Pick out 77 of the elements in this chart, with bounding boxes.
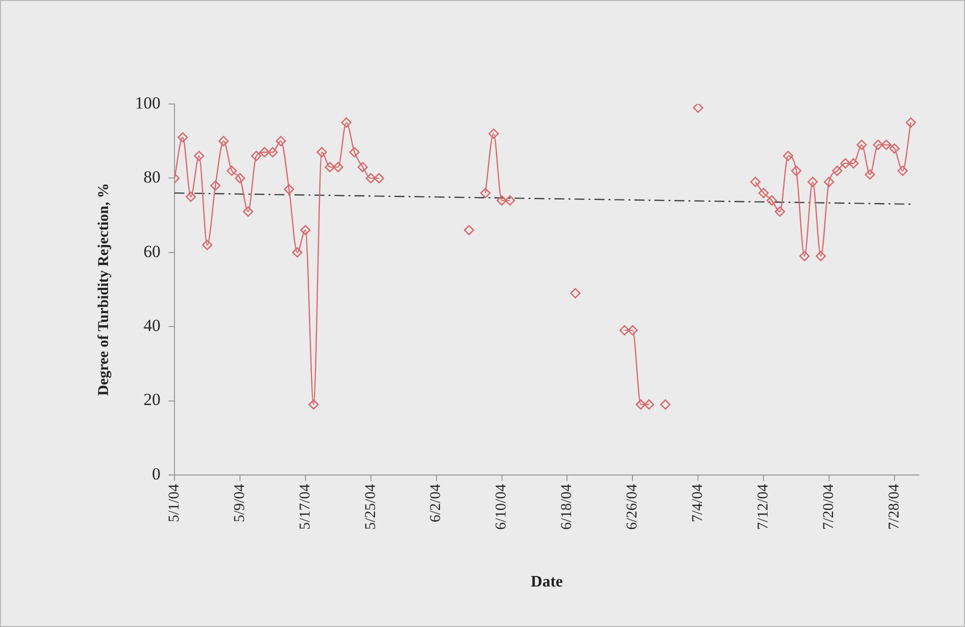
x-tick-label: 7/28/04 bbox=[886, 483, 902, 530]
x-tick-label: 7/4/04 bbox=[690, 483, 706, 522]
point bbox=[496, 195, 507, 206]
y-axis-title: Degree of Turbidity Rejection, % bbox=[96, 183, 112, 396]
point bbox=[816, 250, 826, 262]
point bbox=[758, 188, 769, 198]
y-tick-label: 60 bbox=[144, 242, 160, 261]
point bbox=[234, 173, 246, 184]
x-tick-label: 6/10/04 bbox=[494, 483, 510, 530]
point bbox=[864, 169, 876, 180]
point bbox=[897, 166, 908, 176]
x-tick-label: 6/26/04 bbox=[624, 483, 641, 530]
point bbox=[692, 104, 704, 113]
point bbox=[284, 184, 294, 194]
x-axis-title: Date bbox=[530, 574, 563, 591]
point bbox=[178, 132, 188, 143]
point bbox=[824, 176, 834, 188]
point bbox=[316, 147, 327, 158]
y-tick-label: 0 bbox=[152, 464, 160, 484]
x-tick-label: 5/1/04 bbox=[166, 483, 182, 522]
point bbox=[889, 143, 900, 154]
y-tick-label: 80 bbox=[144, 168, 160, 187]
point bbox=[464, 224, 474, 236]
x-tick-label: 5/9/04 bbox=[232, 483, 248, 522]
point bbox=[194, 150, 204, 162]
point bbox=[504, 195, 516, 206]
point bbox=[332, 162, 344, 172]
point bbox=[832, 166, 842, 176]
point bbox=[799, 250, 810, 262]
point bbox=[644, 399, 654, 410]
point bbox=[856, 140, 867, 150]
point bbox=[259, 147, 270, 158]
point bbox=[300, 224, 311, 236]
y-tick-label: 100 bbox=[135, 93, 160, 112]
point bbox=[374, 173, 384, 184]
point bbox=[570, 288, 581, 298]
point bbox=[782, 150, 794, 162]
point bbox=[366, 173, 376, 184]
point bbox=[750, 176, 761, 188]
point bbox=[292, 247, 302, 258]
point bbox=[186, 192, 196, 202]
point bbox=[210, 180, 221, 191]
point bbox=[276, 136, 286, 146]
point bbox=[308, 399, 319, 410]
point bbox=[349, 147, 360, 158]
point bbox=[268, 147, 278, 158]
point bbox=[488, 128, 499, 139]
point bbox=[791, 166, 802, 176]
point bbox=[251, 150, 262, 162]
point bbox=[660, 399, 671, 410]
point bbox=[628, 325, 638, 336]
x-tick-label: 5/17/04 bbox=[297, 483, 314, 530]
point bbox=[226, 166, 237, 176]
point bbox=[636, 399, 646, 410]
point bbox=[202, 240, 212, 250]
x-tick-label: 7/12/04 bbox=[755, 483, 772, 530]
y-tick-label: 40 bbox=[144, 316, 160, 336]
point bbox=[480, 188, 491, 198]
point bbox=[774, 206, 786, 217]
point bbox=[807, 176, 818, 188]
x-tick-label: 7/20/04 bbox=[820, 483, 837, 530]
point bbox=[872, 140, 884, 150]
point bbox=[341, 117, 352, 128]
point bbox=[881, 140, 892, 150]
x-tick-label: 6/2/04 bbox=[428, 483, 444, 522]
point bbox=[619, 325, 630, 336]
point bbox=[218, 136, 229, 146]
point bbox=[324, 162, 336, 172]
x-tick-label: 6/18/04 bbox=[559, 483, 576, 530]
point bbox=[766, 195, 777, 206]
point bbox=[242, 206, 254, 217]
point bbox=[906, 117, 916, 128]
point bbox=[358, 162, 368, 172]
point bbox=[848, 158, 859, 169]
point bbox=[840, 158, 851, 169]
x-tick-label: 5/25/04 bbox=[362, 483, 379, 530]
y-tick-label: 20 bbox=[144, 390, 160, 410]
